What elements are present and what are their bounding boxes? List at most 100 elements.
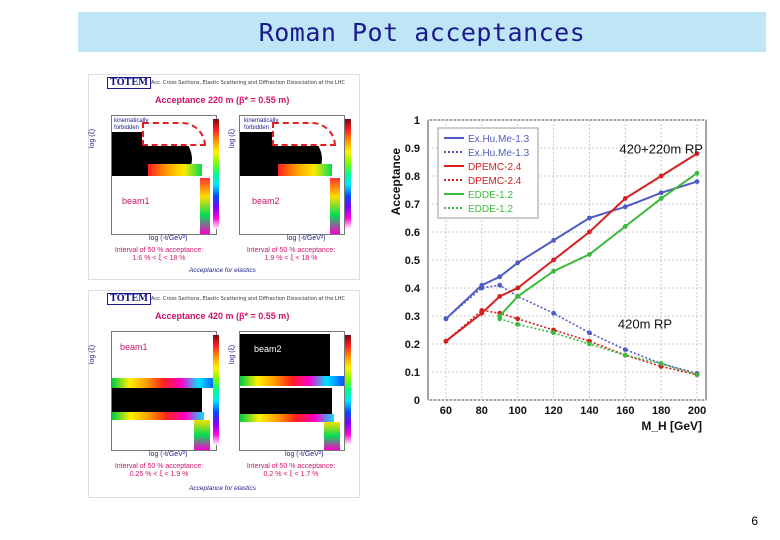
y-axis-label: log (ξ) <box>89 128 97 149</box>
data-point <box>587 330 592 336</box>
acceptance-220m-panel: TOTEM Acc. Cross Sections, Elastic Scatt… <box>88 74 360 280</box>
acceptance-edge <box>330 178 340 234</box>
legend-box <box>437 127 539 219</box>
acceptance-band-bottom <box>112 412 204 420</box>
x-axis-label: log (-t/GeV²) <box>149 451 188 458</box>
x-axis-label: log (-t/GeV²) <box>285 451 324 458</box>
beam2-label: beam2 <box>254 344 282 354</box>
data-point <box>587 341 592 347</box>
y-tick-label: 0 <box>414 395 420 407</box>
interval-beam1: Interval of 50 % acceptance: 0.25 % < ξ … <box>95 463 223 479</box>
interval-beam2: Interval of 50 % acceptance: 1.9 % < ξ <… <box>227 247 355 263</box>
kinematically-forbidden-label: kinematically forbidden <box>114 118 149 131</box>
interval-value: 1.9 % < ξ < 18 % <box>264 255 318 262</box>
x-tick-label: 80 <box>476 405 488 417</box>
data-point <box>694 372 700 378</box>
interval-beam2: Interval of 50 % acceptance: 0.2 % < ξ <… <box>227 463 355 479</box>
color-scale <box>213 119 219 229</box>
color-scale <box>345 335 351 445</box>
color-scale <box>213 335 219 445</box>
y-tick-label: 1 <box>414 115 420 127</box>
panel-title: Acceptance 220 m (β* = 0.55 m) <box>155 95 290 105</box>
annotation-label: 420m RP <box>618 317 672 332</box>
acceptance-region <box>240 334 330 376</box>
y-axis-label: log (ξ) <box>89 344 97 365</box>
acceptance-region <box>148 164 202 176</box>
y-axis-label: Acceptance <box>389 148 403 216</box>
legend-label: DPEMC-2.4 <box>468 176 522 187</box>
title-bar: Roman Pot acceptances <box>78 12 766 52</box>
data-point <box>479 308 485 313</box>
y-tick-label: 0.2 <box>405 339 420 351</box>
acceptance-map-beam2: kinematically forbidden beam2 <box>239 115 345 235</box>
data-point <box>622 204 628 210</box>
data-point <box>551 330 556 336</box>
acceptance-map-beam1: beam1 <box>111 331 217 451</box>
beam1-label: beam1 <box>122 196 150 206</box>
slide-title: Roman Pot acceptances <box>258 17 586 47</box>
data-point <box>515 294 521 299</box>
data-point <box>658 173 664 179</box>
panel-header-text: Acc. Cross Sections, Elastic Scattering … <box>151 296 345 302</box>
x-tick-label: 160 <box>616 405 634 417</box>
data-point <box>515 285 521 291</box>
x-axis-label: log (-t/GeV²) <box>287 235 326 242</box>
legend-label: Ex.Hu.Me-1.3 <box>468 148 530 159</box>
x-tick-label: 140 <box>580 405 598 417</box>
color-scale <box>345 119 351 229</box>
data-point <box>551 268 556 274</box>
y-tick-label: 0.1 <box>405 367 420 379</box>
data-point <box>515 260 521 266</box>
data-point <box>587 229 592 235</box>
interval-value: 1.6 % < ξ < 18 % <box>132 255 186 262</box>
totem-logo: TOTEM <box>107 293 152 305</box>
data-point <box>497 282 503 288</box>
panel-header-text: Acc. Cross Sections, Elastic Scattering … <box>151 80 345 86</box>
data-point <box>551 238 556 243</box>
acceptance-band-top <box>240 376 344 386</box>
interval-beam1: Interval of 50 % acceptance: 1.6 % < ξ <… <box>95 247 223 263</box>
acceptance-region <box>112 388 202 412</box>
beam1-label: beam1 <box>120 342 148 352</box>
page-number: 6 <box>751 514 758 528</box>
y-axis-label: log (ξ) <box>229 128 237 149</box>
data-point <box>515 316 521 322</box>
y-tick-label: 0.8 <box>405 171 420 183</box>
data-point <box>587 252 592 257</box>
data-point <box>658 190 664 196</box>
panel-title: Acceptance 420 m (β* = 0.55 m) <box>155 311 290 321</box>
y-axis-label: log (ξ) <box>229 344 237 365</box>
acceptance-band-bottom <box>240 414 334 422</box>
legend-label: DPEMC-2.4 <box>468 162 522 173</box>
totem-logo: TOTEM <box>107 77 152 89</box>
series-line <box>445 284 698 375</box>
data-point <box>497 294 503 299</box>
x-axis-label: M_H [GeV] <box>641 419 702 433</box>
data-point <box>622 347 628 352</box>
data-point <box>497 274 503 280</box>
interval-value: 0.2 % < ξ < 1.7 % <box>263 471 319 478</box>
x-tick-label: 180 <box>652 405 670 417</box>
data-point <box>622 224 628 229</box>
interval-label: Interval of 50 % acceptance: <box>114 463 204 470</box>
interval-label: Interval of 50 % acceptance: <box>114 247 204 254</box>
data-point <box>694 170 700 176</box>
data-point <box>622 352 628 358</box>
data-point <box>497 316 503 322</box>
data-point <box>622 196 628 201</box>
legend-label: EDDE-1.2 <box>468 204 513 215</box>
acceptance-edge <box>324 422 340 450</box>
legend-label: EDDE-1.2 <box>468 190 513 201</box>
interval-value: 0.25 % < ξ < 1.9 % <box>129 471 189 478</box>
data-point <box>515 322 521 327</box>
y-tick-label: 0.5 <box>405 255 420 267</box>
acceptance-edge <box>200 178 210 234</box>
acceptance-region <box>240 388 332 414</box>
acceptance-map-beam2: beam2 <box>239 331 345 451</box>
interval-label: Interval of 50 % acceptance: <box>246 247 336 254</box>
data-point <box>587 215 592 221</box>
y-tick-label: 0.9 <box>405 143 420 155</box>
legend-label: Ex.Hu.Me-1.3 <box>468 134 530 145</box>
panel-footer: Acceptance for elastics <box>189 485 256 492</box>
beam2-label: beam2 <box>252 196 280 206</box>
